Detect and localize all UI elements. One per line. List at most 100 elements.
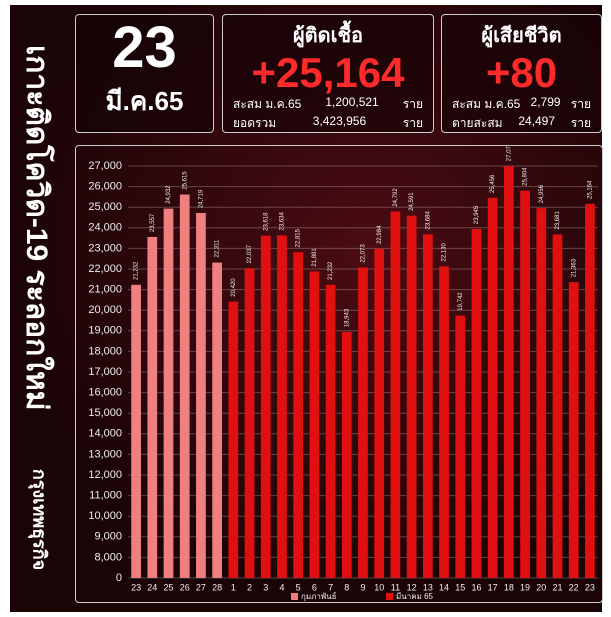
value-label: 25,456	[490, 174, 496, 193]
bar	[244, 268, 255, 578]
x-tick-label: 23	[585, 582, 595, 592]
stat-unit: ราย	[402, 116, 423, 130]
value-label: 24,591	[409, 192, 415, 211]
infected-value: +25,164	[251, 49, 405, 96]
bar	[439, 266, 449, 578]
x-tick-label: 21	[552, 582, 562, 592]
x-tick-label: 2	[247, 582, 252, 592]
value-label: 24,932	[166, 185, 172, 204]
bar	[358, 267, 368, 578]
legend-label: มีนาคม 65	[396, 592, 434, 601]
value-label: 23,634	[280, 212, 286, 231]
bar	[520, 190, 530, 578]
stat-value: 1,200,521	[325, 95, 379, 109]
date-month: มี.ค.65	[105, 86, 184, 116]
value-label: 24,956	[539, 184, 545, 203]
bar	[325, 284, 336, 578]
y-tick-label: 11,000	[89, 490, 122, 502]
stat-row: สะสม ม.ค.65 1,200,521 ราย	[223, 95, 433, 114]
bar	[552, 234, 563, 578]
bar	[568, 282, 579, 578]
value-label: 21,363	[571, 258, 577, 277]
stat-row: สะสม ม.ค.65 2,799 ราย	[442, 95, 601, 114]
x-tick-label: 3	[263, 582, 268, 592]
x-tick-label: 6	[312, 582, 317, 592]
x-tick-label: 26	[180, 582, 190, 592]
x-tick-label: 23	[131, 582, 141, 592]
y-tick-label: 27,000	[88, 160, 122, 172]
stat-unit: ราย	[570, 116, 591, 130]
x-tick-label: 28	[212, 582, 222, 592]
stat-label: สะสม ม.ค.65	[233, 97, 302, 111]
bar	[179, 194, 190, 578]
bar	[309, 271, 320, 578]
value-label: 22,073	[361, 244, 367, 263]
bar	[504, 166, 514, 578]
value-label: 27,071	[506, 145, 512, 161]
bar	[374, 248, 385, 578]
bar	[196, 212, 206, 579]
stat-row: ตายสะสม 24,497 ราย	[442, 114, 601, 133]
stat-row: ยอดรวม 3,423,956 ราย	[223, 114, 433, 133]
value-label: 20,420	[231, 278, 237, 297]
bar	[487, 197, 498, 578]
y-tick-label: 26,000	[88, 181, 122, 193]
value-label: 21,232	[328, 261, 334, 280]
x-tick-label: 9	[360, 582, 365, 592]
bar	[212, 262, 222, 578]
value-label: 22,037	[247, 244, 253, 263]
value-label: 22,311	[215, 239, 221, 258]
value-label: 22,130	[442, 242, 448, 261]
bar	[422, 234, 433, 578]
value-label: 21,232	[134, 261, 140, 280]
x-tick-label: 27	[196, 582, 206, 592]
vertical-title: เกาะติดโควิด-19 ระลอกใหม่	[20, 45, 53, 411]
value-label: 23,681	[555, 211, 561, 230]
bar	[341, 331, 352, 578]
value-label: 18,943	[344, 308, 350, 327]
chart: 0 8,000 9,000 10,000 11,000 12,000 13,000 14,00…	[75, 145, 603, 603]
y-tick-label: 16,000	[88, 387, 122, 399]
bar	[390, 211, 401, 578]
y-tick-label: 17,000	[88, 366, 122, 378]
y-tick-label: 22,000	[88, 263, 122, 275]
y-tick-label: 25,000	[88, 201, 122, 213]
date-box: 23 มี.ค.65	[75, 14, 214, 133]
x-tick-label: 4	[279, 582, 284, 592]
value-label: 23,618	[263, 212, 269, 231]
legend-swatch	[386, 593, 393, 600]
bar	[585, 203, 595, 578]
y-tick-label: 20,000	[88, 304, 122, 316]
bar	[455, 315, 466, 578]
value-label: 22,815	[296, 228, 302, 247]
x-tick-label: 15	[455, 582, 465, 592]
value-label: 21,881	[312, 248, 318, 267]
deaths-title: ผู้เสียชีวิต	[481, 25, 562, 47]
x-tick-label: 11	[391, 582, 400, 592]
bar	[293, 252, 304, 578]
bar	[260, 235, 271, 578]
y-tick-label: 18,000	[88, 345, 122, 357]
x-tick-label: 5	[296, 582, 301, 592]
stat-label: ยอดรวม	[233, 116, 277, 130]
bar	[228, 301, 239, 578]
bar	[277, 235, 287, 578]
y-tick-label: 15,000	[88, 407, 122, 419]
value-label: 25,804	[523, 167, 529, 186]
x-tick-label: 14	[439, 582, 449, 592]
y-tick-label: 0	[116, 572, 122, 584]
value-label: 25,164	[587, 180, 593, 199]
y-tick-label: 19,000	[88, 325, 122, 337]
x-tick-label: 20	[536, 582, 546, 592]
y-tick-label: 21,000	[88, 284, 122, 296]
stat-value: 2,799	[530, 95, 561, 109]
value-label: 23,557	[150, 213, 156, 232]
x-tick-label: 17	[488, 582, 498, 592]
x-tick-label: 25	[164, 582, 174, 592]
stat-label: สะสม ม.ค.65	[452, 97, 521, 111]
value-label: 19,742	[458, 292, 464, 311]
x-tick-label: 19	[520, 582, 530, 592]
x-tick-label: 8	[344, 582, 349, 592]
date-day: 23	[112, 15, 177, 80]
y-tick-label: 13,000	[88, 448, 122, 460]
